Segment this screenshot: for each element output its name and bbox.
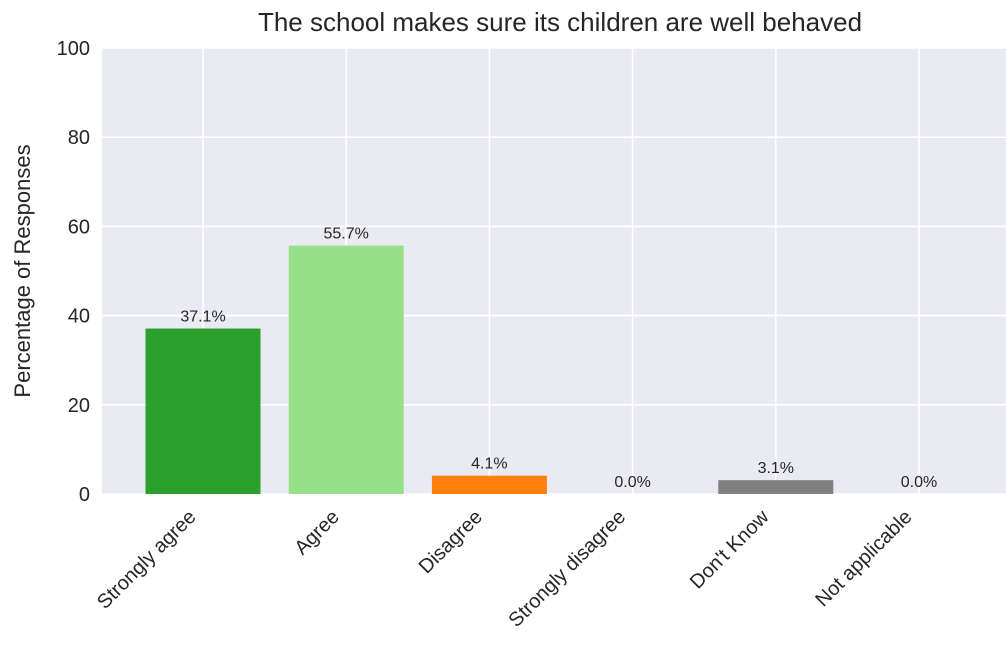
y-tick-label: 100 <box>57 38 90 60</box>
bar <box>288 245 404 494</box>
y-axis-ticks: 0 20 40 60 80 100 <box>57 38 90 506</box>
y-tick-label: 60 <box>68 216 90 238</box>
x-tick-label: Strongly disagree <box>505 506 631 632</box>
x-axis-ticks: Strongly agree Agree Disagree Strongly disa… <box>93 506 917 632</box>
data-label: 55.7% <box>324 226 369 243</box>
x-tick-label: Don't Know <box>686 506 774 594</box>
y-tick-label: 0 <box>79 484 90 506</box>
data-labels: 37.1% 55.7% 4.1% 0.0% 3.1% 0.0% <box>180 226 937 491</box>
x-tick-label: Not applicable <box>811 506 916 611</box>
bar <box>431 475 547 494</box>
y-tick-label: 40 <box>68 306 90 328</box>
x-tick-label: Strongly agree <box>93 506 201 614</box>
data-label: 0.0% <box>614 474 650 491</box>
y-tick-label: 80 <box>68 127 90 149</box>
data-label: 4.1% <box>471 456 507 473</box>
x-tick-label: Disagree <box>415 506 487 578</box>
data-label: 0.0% <box>901 474 937 491</box>
x-tick-label: Agree <box>290 506 343 559</box>
chart-title: The school makes sure its children are w… <box>258 7 862 37</box>
data-label: 3.1% <box>758 460 794 477</box>
bars <box>145 245 834 494</box>
y-tick-label: 20 <box>68 395 90 417</box>
y-axis-label: Percentage of Responses <box>10 144 35 397</box>
bar <box>145 328 261 494</box>
grid <box>102 47 1006 495</box>
bar <box>718 480 834 494</box>
data-label: 37.1% <box>180 309 225 326</box>
